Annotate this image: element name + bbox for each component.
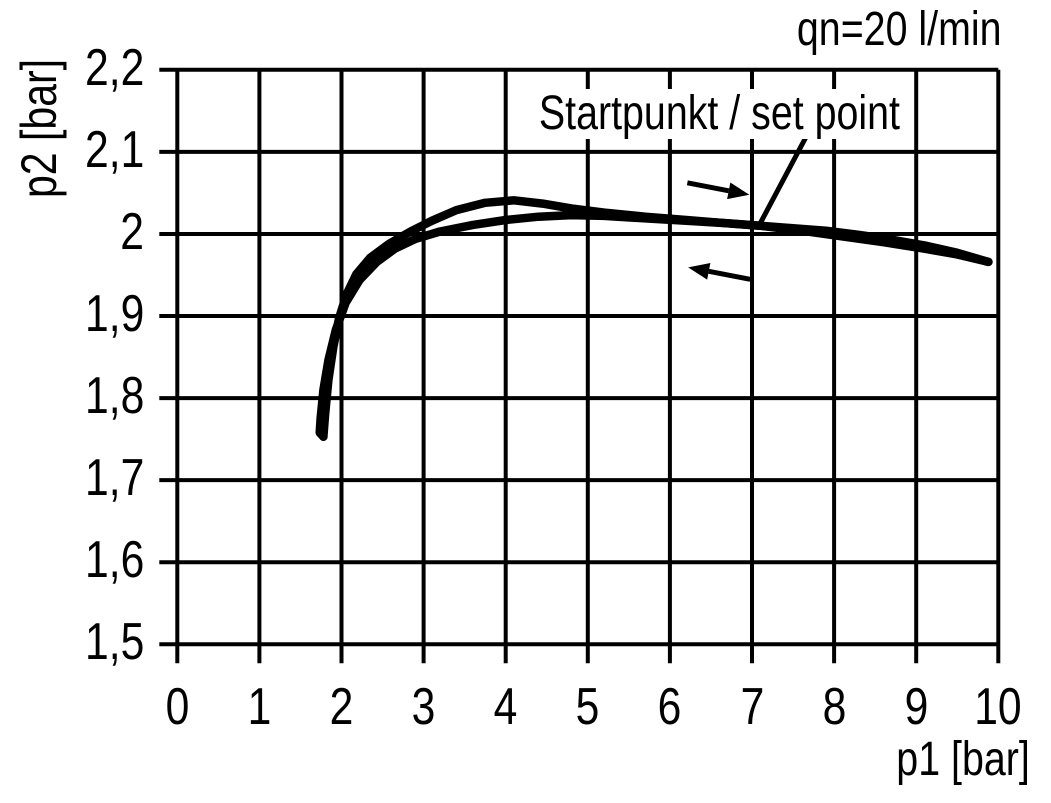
y-tick-label: 2,2 — [10, 42, 144, 94]
y-tick-label: 1,5 — [10, 616, 144, 668]
x-tick-label: 10 — [938, 681, 1051, 733]
x-tick-label: 6 — [610, 681, 730, 733]
x-tick-label-text: 9 — [904, 678, 929, 736]
y-tick-label: 2,1 — [10, 124, 144, 176]
x-tick-label: 1 — [199, 681, 319, 733]
x-tick-label: 0 — [117, 681, 237, 733]
flow-rate-annotation: qn=20 l/min — [752, 3, 1001, 56]
x-tick-label: 4 — [446, 681, 566, 733]
y-tick-label-text: 2,1 — [84, 120, 144, 179]
setpoint-leader-line — [758, 135, 809, 225]
x-tick-label-text: 4 — [493, 678, 518, 736]
y-tick-label-text: 2 — [120, 202, 144, 261]
y-tick-label-text: 1,5 — [84, 613, 144, 672]
x-tick-label-text: 3 — [411, 678, 436, 736]
direction-arrow-shaft-right — [686, 180, 730, 194]
x-tick-label: 2 — [282, 681, 402, 733]
x-tick-label: 3 — [364, 681, 484, 733]
x-axis-title-text: p1 [bar] — [896, 733, 1030, 786]
y-tick-label-text: 1,6 — [84, 531, 144, 590]
x-tick-label-text: 1 — [247, 678, 272, 736]
curve-p1-decreasing — [315, 210, 993, 441]
setpoint-annotation: Startpunkt / set point — [534, 89, 986, 139]
x-tick-label-text: 7 — [740, 678, 764, 736]
y-tick-label: 1,6 — [10, 534, 144, 586]
x-tick-label-text: 10 — [974, 678, 1023, 736]
x-tick-label-text: 8 — [822, 678, 846, 736]
x-axis-title: p1 [bar] — [867, 736, 1030, 784]
x-tick-label: 8 — [774, 681, 894, 733]
x-tick-label: 9 — [856, 681, 976, 733]
y-tick-label: 2 — [10, 206, 144, 258]
x-tick-label-text: 6 — [658, 678, 682, 736]
x-tick-label: 7 — [692, 681, 812, 733]
y-tick-label: 1,7 — [10, 452, 144, 504]
flow-rate-text: qn=20 l/min — [796, 3, 1001, 56]
y-tick-label-text: 1,9 — [84, 285, 144, 344]
y-tick-label-text: 1,7 — [84, 449, 144, 508]
direction-arrow-shaft-left — [708, 268, 751, 282]
direction-arrow-head-right — [727, 182, 750, 200]
x-tick-label-text: 0 — [165, 678, 190, 736]
setpoint-text: Startpunkt / set point — [534, 89, 905, 139]
x-tick-label-text: 5 — [575, 678, 600, 736]
y-tick-label-text: 1,8 — [84, 367, 144, 426]
y-tick-label-text: 2,2 — [84, 38, 144, 97]
y-tick-label: 1,8 — [10, 370, 144, 422]
y-tick-label: 1,9 — [10, 288, 144, 340]
x-tick-label: 5 — [528, 681, 648, 733]
direction-arrow-head-left — [688, 262, 711, 280]
x-tick-label-text: 2 — [329, 678, 354, 736]
